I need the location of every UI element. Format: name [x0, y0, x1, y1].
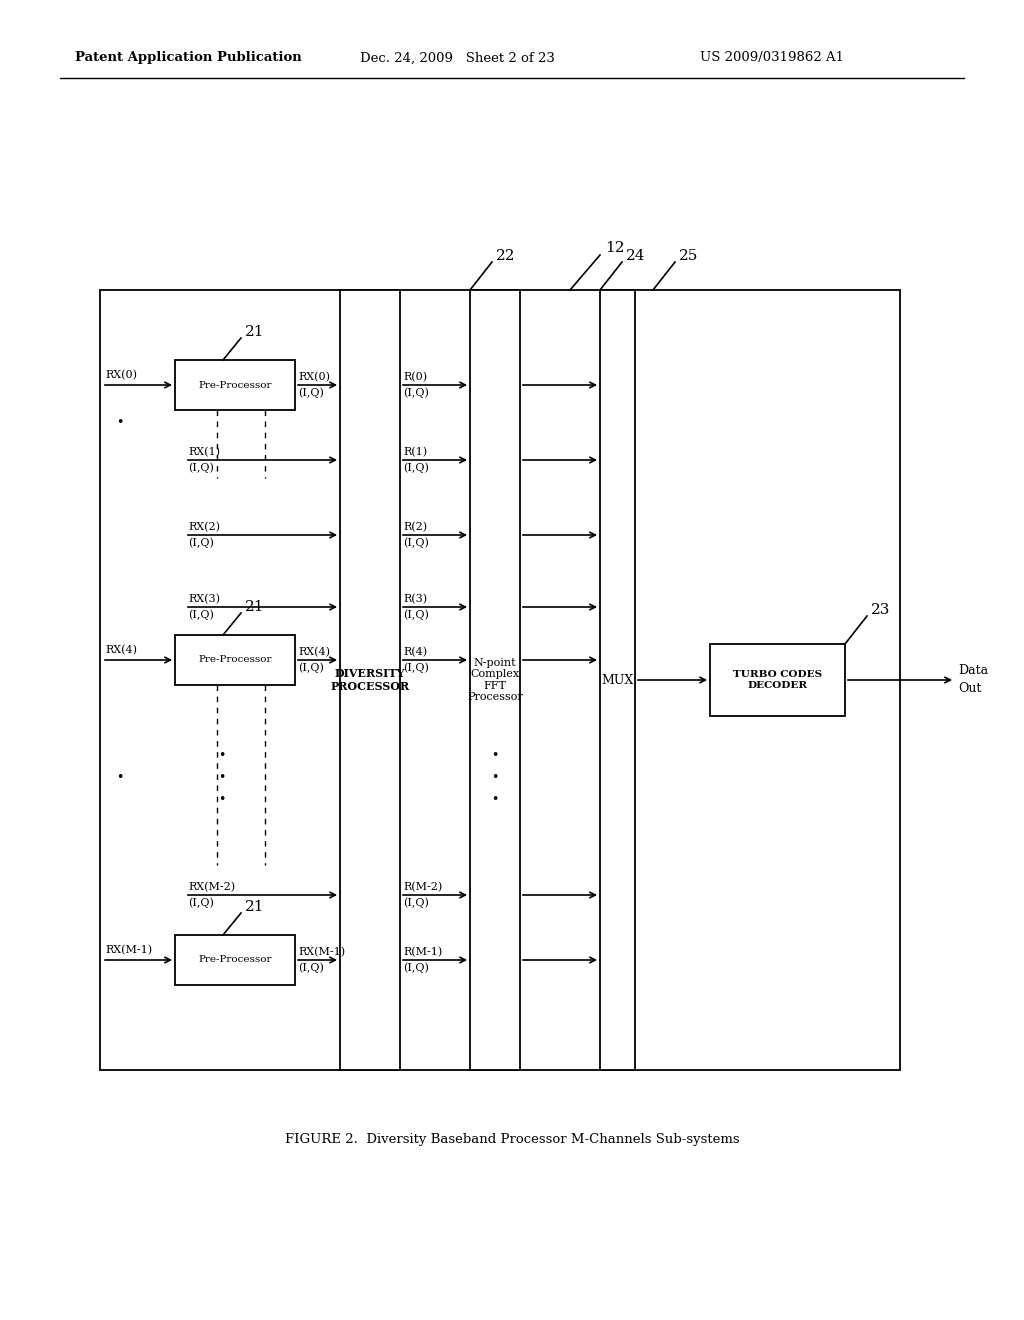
Text: RX(0): RX(0)	[298, 372, 330, 383]
Text: (I,Q): (I,Q)	[298, 663, 324, 673]
Text: R(1): R(1)	[403, 447, 427, 457]
Text: •: •	[218, 748, 225, 762]
Text: 12: 12	[605, 242, 625, 255]
Text: RX(2): RX(2)	[188, 521, 220, 532]
Text: 21: 21	[245, 601, 264, 614]
Text: R(4): R(4)	[403, 647, 427, 657]
Text: Out: Out	[958, 682, 981, 696]
Text: 21: 21	[245, 325, 264, 339]
Text: (I,Q): (I,Q)	[298, 388, 324, 399]
Text: RX(M-1): RX(M-1)	[298, 946, 345, 957]
Bar	[100, 290, 900, 1071]
Text: •: •	[117, 771, 124, 784]
Text: US 2009/0319862 A1: US 2009/0319862 A1	[700, 51, 844, 65]
Text: •: •	[492, 771, 499, 784]
Text: (I,Q): (I,Q)	[403, 388, 429, 399]
Text: Data: Data	[958, 664, 988, 677]
Text: (I,Q): (I,Q)	[298, 962, 324, 973]
Text: R(0): R(0)	[403, 372, 427, 383]
Text: (I,Q): (I,Q)	[188, 610, 214, 620]
Text: RX(M-2): RX(M-2)	[188, 882, 236, 892]
Text: 25: 25	[679, 249, 698, 263]
Text: •: •	[492, 748, 499, 762]
Text: Pre-Processor: Pre-Processor	[199, 380, 271, 389]
Text: RX(3): RX(3)	[188, 594, 220, 605]
Text: •: •	[492, 793, 499, 807]
Text: R(M-1): R(M-1)	[403, 946, 442, 957]
Text: 24: 24	[626, 249, 645, 263]
Bar	[340, 290, 400, 1071]
Text: RX(4): RX(4)	[105, 645, 137, 655]
Text: 22: 22	[496, 249, 515, 263]
Bar	[175, 360, 295, 411]
Text: DIVERSITY
PROCESSOR: DIVERSITY PROCESSOR	[331, 668, 410, 692]
Text: •: •	[117, 416, 124, 429]
Bar	[175, 935, 295, 985]
Text: MUX: MUX	[601, 673, 634, 686]
Text: RX(4): RX(4)	[298, 647, 330, 657]
Text: Pre-Processor: Pre-Processor	[199, 956, 271, 965]
Text: (I,Q): (I,Q)	[403, 663, 429, 673]
Text: R(2): R(2)	[403, 521, 427, 532]
Text: •: •	[218, 771, 225, 784]
Text: R(M-2): R(M-2)	[403, 882, 442, 892]
Text: (I,Q): (I,Q)	[188, 463, 214, 474]
Bar	[175, 635, 295, 685]
Text: TURBO CODES
DECODER: TURBO CODES DECODER	[733, 671, 822, 689]
Text: (I,Q): (I,Q)	[403, 610, 429, 620]
Text: (I,Q): (I,Q)	[403, 537, 429, 548]
Text: RX(0): RX(0)	[105, 370, 137, 380]
Text: •: •	[218, 793, 225, 807]
Text: (I,Q): (I,Q)	[188, 537, 214, 548]
Text: RX(M-1): RX(M-1)	[105, 945, 153, 956]
Text: RX(1): RX(1)	[188, 447, 220, 457]
Text: (I,Q): (I,Q)	[188, 898, 214, 908]
Text: 21: 21	[245, 900, 264, 913]
Text: Dec. 24, 2009   Sheet 2 of 23: Dec. 24, 2009 Sheet 2 of 23	[360, 51, 555, 65]
Text: Patent Application Publication: Patent Application Publication	[75, 51, 302, 65]
Text: FIGURE 2.  Diversity Baseband Processor M-Channels Sub-systems: FIGURE 2. Diversity Baseband Processor M…	[285, 1134, 739, 1147]
Text: R(3): R(3)	[403, 594, 427, 605]
Text: 23: 23	[871, 603, 891, 616]
Text: (I,Q): (I,Q)	[403, 962, 429, 973]
Bar	[710, 644, 845, 715]
Bar	[600, 290, 635, 1071]
Text: (I,Q): (I,Q)	[403, 463, 429, 474]
Text: N-point
Complex
FFT
Processor: N-point Complex FFT Processor	[467, 657, 523, 702]
Text: (I,Q): (I,Q)	[403, 898, 429, 908]
Bar	[470, 290, 520, 1071]
Text: Pre-Processor: Pre-Processor	[199, 656, 271, 664]
